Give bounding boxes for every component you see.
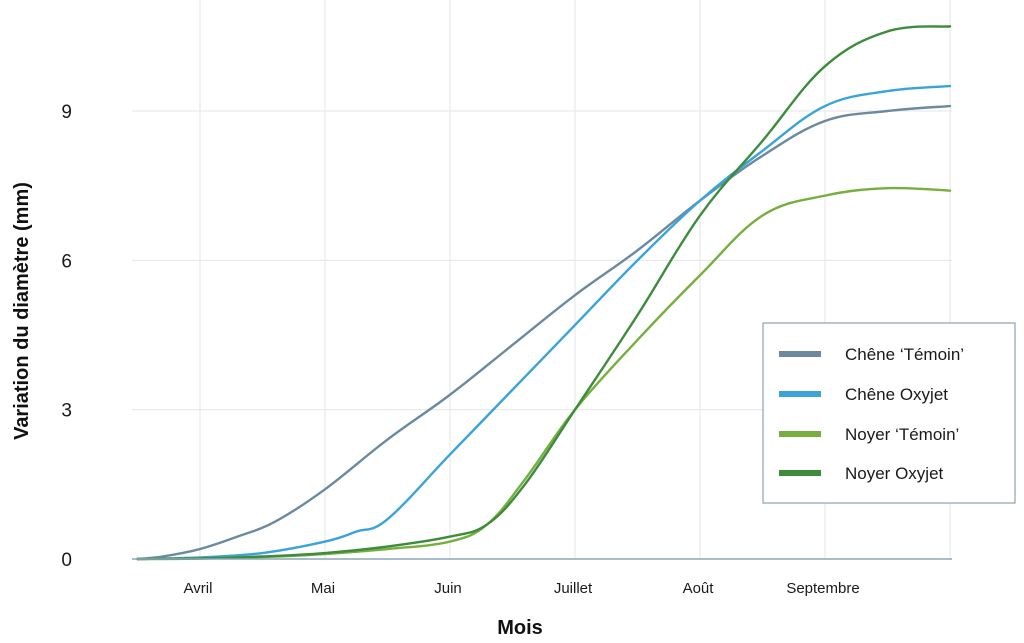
legend-swatch: [779, 351, 821, 357]
y-tick-label: 3: [61, 401, 72, 422]
y-axis-title: Variation du diamètre (mm): [11, 182, 33, 440]
y-tick-label: 9: [61, 102, 72, 123]
x-tick-label: Juillet: [554, 580, 593, 597]
y-tick-label: 0: [61, 550, 72, 571]
x-axis-title: Mois: [497, 617, 543, 639]
legend-item: Noyer Oxyjet: [779, 464, 944, 483]
legend: Chêne ‘Témoin’ Chêne Oxyjet Noyer ‘Témoin’…: [762, 322, 1016, 504]
legend-item: Chêne Oxyjet: [779, 385, 948, 404]
legend-label: Chêne Oxyjet: [845, 385, 948, 404]
legend-label: Noyer Oxyjet: [845, 464, 944, 483]
series-lines: [136, 25, 952, 561]
series-line-2: [136, 84, 952, 561]
legend-swatch: [779, 391, 821, 397]
legend-label: Noyer ‘Témoin’: [845, 425, 959, 444]
legend-swatch: [779, 431, 821, 437]
series-line-1: [136, 104, 952, 561]
x-tick-labels: Avril Mai Juin Juillet Août Septembre: [184, 580, 860, 597]
x-tick-label: Septembre: [786, 580, 859, 597]
y-tick-label: 6: [61, 251, 72, 272]
x-tick-label: Août: [683, 580, 715, 597]
legend-label: Chêne ‘Témoin’: [845, 345, 964, 364]
x-tick-label: Juin: [434, 580, 462, 597]
series-line-4: [136, 25, 952, 561]
x-tick-label: Mai: [311, 580, 335, 597]
legend-swatch: [779, 470, 821, 476]
legend-item: Noyer ‘Témoin’: [779, 425, 959, 444]
x-tick-label: Avril: [184, 580, 213, 597]
legend-item: Chêne ‘Témoin’: [779, 345, 964, 364]
y-tick-labels: 0 3 6 9: [61, 102, 72, 571]
